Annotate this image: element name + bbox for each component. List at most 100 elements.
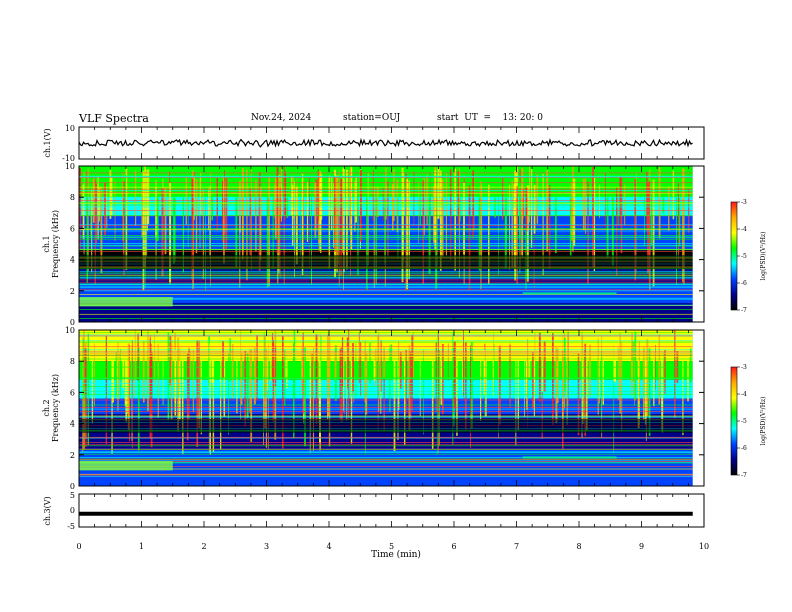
spec-sferic <box>672 170 675 220</box>
spec-sferic <box>459 175 461 222</box>
x-axis-label: Time (min) <box>371 549 421 560</box>
spec-sferic <box>485 330 487 417</box>
spec-sferic <box>498 167 499 275</box>
spec-line <box>79 442 693 443</box>
spec-sferic <box>541 338 544 393</box>
spec-sferic <box>91 335 94 424</box>
spec-sferic <box>137 346 140 451</box>
spec-sferic <box>601 350 603 416</box>
spec-sferic <box>154 334 155 388</box>
spec-line <box>79 466 693 467</box>
spec-sferic <box>265 348 268 448</box>
spec-sferic <box>79 167 81 250</box>
spec-sferic <box>632 341 634 381</box>
spec-sferic <box>264 335 266 429</box>
spec-sferic <box>662 179 665 214</box>
spec-sferic <box>634 337 635 406</box>
ytick-label: 4 <box>70 420 75 429</box>
spec-sferic <box>301 173 304 275</box>
spec-sferic <box>135 170 137 226</box>
spec-sferic <box>678 187 681 246</box>
spec-sferic <box>256 334 258 401</box>
spec-sferic <box>450 169 452 260</box>
spec-sferic <box>272 184 274 269</box>
spec-line <box>79 451 693 453</box>
spec-line <box>79 210 693 211</box>
spec-line <box>79 474 693 476</box>
spec-sferic <box>354 181 356 232</box>
spec-sferic <box>434 170 436 250</box>
spec-sferic <box>683 168 685 285</box>
spec-sferic <box>664 350 666 394</box>
spec-emission <box>522 456 617 459</box>
colorbar-tick-label: -5 <box>741 253 747 260</box>
spec-line <box>79 416 693 418</box>
ch2-spec-ylabel-frequency: Frequency (kHz) <box>51 374 60 442</box>
spec-line <box>79 468 693 470</box>
spec-sferic <box>613 333 615 382</box>
spec-sferic <box>223 331 226 417</box>
spec-sferic <box>82 184 85 239</box>
spec-sferic <box>366 173 368 290</box>
spec-sferic <box>383 347 385 378</box>
spec-sferic <box>208 188 209 230</box>
spec-sferic <box>320 335 322 381</box>
spec-sferic <box>141 182 143 238</box>
spec-sferic <box>602 350 604 406</box>
ch1-wave-ylabel: ch.1(V) <box>43 128 52 157</box>
spec-sferic <box>182 168 184 273</box>
spec-sferic <box>94 343 95 407</box>
ytick-label: 8 <box>70 357 75 366</box>
spec-sferic <box>405 350 407 415</box>
spec-sferic <box>412 332 414 378</box>
spec-sferic <box>677 183 679 269</box>
colorbar-tick-label: -3 <box>741 364 747 371</box>
spec-sferic <box>299 180 301 257</box>
spec-sferic <box>457 170 460 225</box>
spec-line <box>79 386 693 387</box>
spec-sferic <box>480 344 482 421</box>
spec-sferic <box>387 180 389 257</box>
spec-line <box>79 200 693 201</box>
spec-sferic <box>364 340 366 403</box>
spec-sferic <box>562 332 564 416</box>
spec-sferic <box>509 184 510 270</box>
spec-line <box>79 408 693 410</box>
spec-sferic <box>529 166 530 223</box>
spec-line <box>79 182 693 184</box>
spec-sferic <box>122 339 124 389</box>
ch2-spectrogram-panel: 10 8 6 4 2 0 ch.2 Frequency (kHz) <box>42 326 705 491</box>
spec-line <box>79 277 693 278</box>
spec-line <box>79 407 693 408</box>
spec-line <box>79 176 693 178</box>
spec-sferic <box>334 351 337 380</box>
spec-sferic <box>384 179 386 263</box>
spec-sferic <box>619 332 621 414</box>
spec-sferic <box>229 338 231 382</box>
spec-sferic <box>202 188 204 280</box>
ch1-spec-yticks: 10 8 6 4 2 0 <box>65 162 704 327</box>
spec-sferic <box>142 340 145 403</box>
spec-sferic <box>462 331 463 393</box>
spec-sferic <box>155 187 158 238</box>
xtick-label: 9 <box>639 542 644 551</box>
spec-sferic <box>306 182 309 242</box>
xtick-label: 2 <box>201 542 206 551</box>
spec-sferic <box>242 171 244 253</box>
spec-line <box>79 475 693 477</box>
spec-sferic <box>405 173 407 291</box>
date-label: Nov.24, 2024 <box>251 113 312 123</box>
spec-sferic <box>440 344 443 406</box>
ytick-label: 6 <box>70 388 75 397</box>
ytick-label: 2 <box>70 451 75 460</box>
spec-sferic <box>397 336 399 441</box>
spec-sferic <box>397 189 399 259</box>
spec-sferic <box>285 174 287 215</box>
spec-sferic <box>149 334 151 413</box>
spec-line <box>79 388 693 390</box>
spec-sferic <box>192 349 194 413</box>
spec-line <box>79 177 693 178</box>
spec-line <box>79 284 693 285</box>
spec-line <box>79 196 693 198</box>
spec-sferic <box>599 184 600 218</box>
